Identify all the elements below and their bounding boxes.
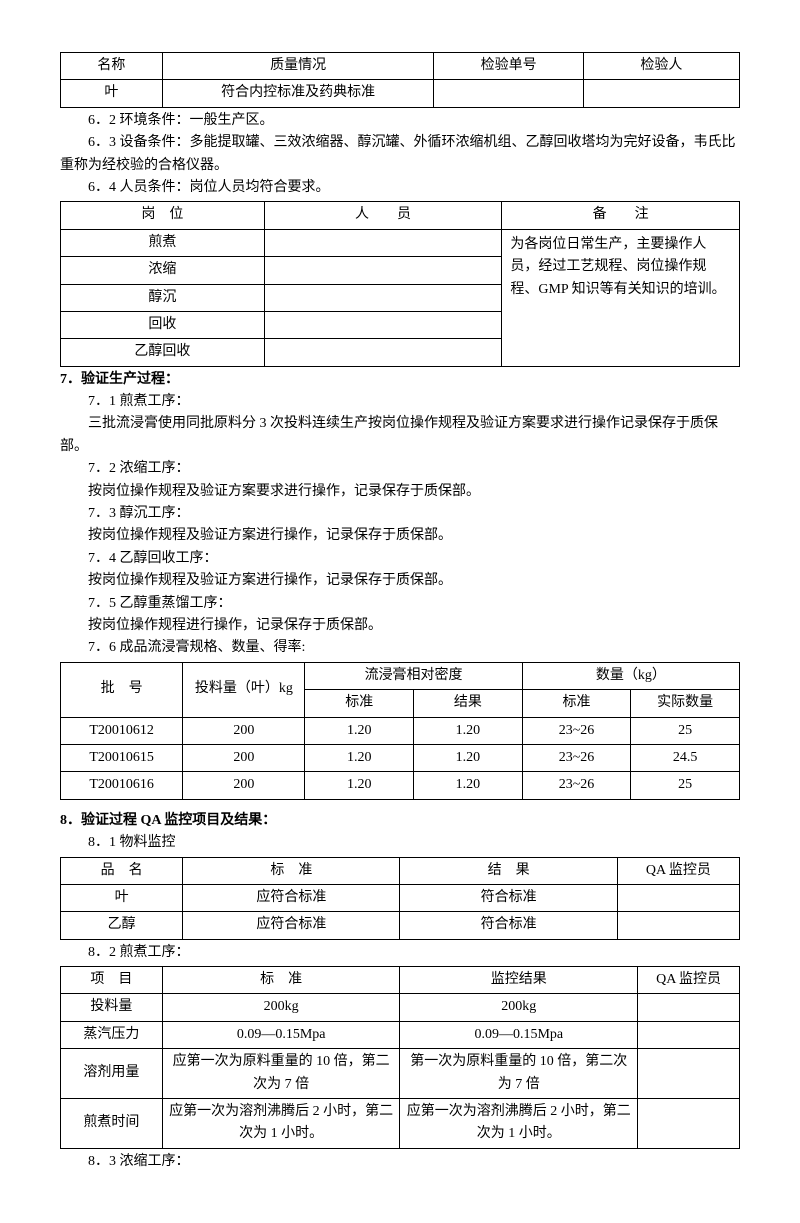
para-7-3: 7．3 醇沉工序： [60,503,740,525]
heading-8: 8．验证过程 QA 监控项目及结果： [60,810,740,832]
th-feed: 投料量（叶）kg [183,662,305,717]
table-row: 煎煮 为各岗位日常生产，主要操作人员，经过工艺规程、岗位操作规程、GMP 知识等… [61,229,740,256]
table-product-spec: 批 号 投料量（叶）kg 流浸膏相对密度 数量（kg） 标准 结果 标准 实际数… [60,662,740,800]
para-6-2: 6．2 环境条件：一般生产区。 [60,110,740,132]
th-position: 岗 位 [61,202,265,229]
table-row: T200106152001.201.2023~2624.5 [61,744,740,771]
th-docno: 检验单号 [434,53,583,80]
para-7-2: 7．2 浓缩工序： [60,458,740,480]
para-6-4: 6．4 人员条件：岗位人员均符合要求。 [60,177,740,199]
table-row: 乙醇应符合标准符合标准 [61,912,740,939]
th-batch: 批 号 [61,662,183,717]
th-qty: 数量（kg） [522,662,739,689]
table-row: 蒸汽压力0.09—0.15Mpa0.09—0.15Mpa [61,1021,740,1048]
para-7-1b: 三批流浸膏使用同批原料分 3 次投料连续生产按岗位操作规程及验证方案要求进行操作… [60,413,740,458]
para-8-2: 8．2 煎煮工序： [60,942,740,964]
th-inspector: 检验人 [583,53,739,80]
table-row: T200106162001.201.2023~2625 [61,772,740,799]
para-7-5b: 按岗位操作规程进行操作，记录保存于质保部。 [60,615,740,637]
table-personnel: 岗 位 人 员 备 注 煎煮 为各岗位日常生产，主要操作人员，经过工艺规程、岗位… [60,201,740,366]
th-name: 名称 [61,53,163,80]
para-7-3b: 按岗位操作规程及验证方案进行操作，记录保存于质保部。 [60,525,740,547]
table-material-quality: 名称 质量情况 检验单号 检验人 叶 符合内控标准及药典标准 [60,52,740,108]
para-7-2b: 按岗位操作规程及验证方案要求进行操作，记录保存于质保部。 [60,481,740,503]
table-row: 煎煮时间应第一次为溶剂沸腾后 2 小时，第二次为 1 小时。应第一次为溶剂沸腾后… [61,1099,740,1149]
th-density: 流浸膏相对密度 [305,662,522,689]
table-row: 溶剂用量应第一次为原料重量的 10 倍，第二次为 7 倍第一次为原料重量的 10… [61,1049,740,1099]
para-7-5: 7．5 乙醇重蒸馏工序： [60,593,740,615]
table-row: 叶应符合标准符合标准 [61,884,740,911]
table-row: T200106122001.201.2023~2625 [61,717,740,744]
th-note: 备 注 [502,202,740,229]
para-7-4: 7．4 乙醇回收工序： [60,548,740,570]
para-8-3: 8．3 浓缩工序： [60,1151,740,1173]
heading-7: 7．验证生产过程： [60,369,740,391]
table-row: 叶 符合内控标准及药典标准 [61,80,740,107]
para-6-3: 6．3 设备条件：多能提取罐、三效浓缩器、醇沉罐、外循环浓缩机组、乙醇回收塔均为… [60,132,740,177]
th-quality: 质量情况 [162,53,434,80]
note-cell: 为各岗位日常生产，主要操作人员，经过工艺规程、岗位操作规程、GMP 知识等有关知… [502,229,740,366]
para-7-6: 7．6 成品流浸膏规格、数量、得率: [60,637,740,659]
para-8-1: 8．1 物料监控 [60,832,740,854]
table-row: 投料量200kg200kg [61,994,740,1021]
para-7-4b: 按岗位操作规程及验证方案进行操作，记录保存于质保部。 [60,570,740,592]
table-boil-monitor: 项 目 标 准 监控结果 QA 监控员 投料量200kg200kg 蒸汽压力0.… [60,966,740,1149]
table-material-monitor: 品 名 标 准 结 果 QA 监控员 叶应符合标准符合标准 乙醇应符合标准符合标… [60,857,740,940]
th-person: 人 员 [264,202,502,229]
para-7-1: 7．1 煎煮工序： [60,391,740,413]
